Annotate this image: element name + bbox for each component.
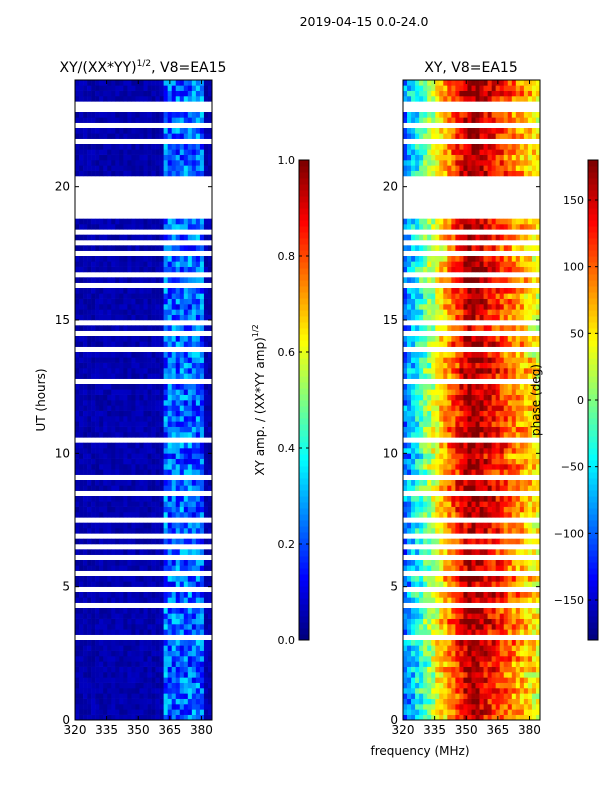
colorbar-tick-label: 0.0 (278, 634, 296, 647)
left-panel-title: XY/(XX*YY)1/2, V8=EA15 (60, 59, 227, 76)
left-y-axis: 0 5 10 15 20 (55, 180, 212, 727)
colorbar-tick-label: 0 (577, 394, 584, 407)
y-tick-label: 10 (383, 446, 398, 460)
x-tick-label: 350 (127, 723, 150, 737)
right-heatmap (403, 80, 541, 721)
left-heatmap (75, 80, 213, 721)
y-tick-label: 15 (383, 313, 398, 327)
phase-colorbar: 150 100 50 0 −50 −100 −150 (554, 159, 599, 641)
colorbar-tick-label: 100 (563, 261, 584, 274)
left-x-axis: 320 335 350 365 380 (64, 80, 213, 737)
colorbar-tick-label: 0.6 (278, 346, 296, 359)
right-x-axis: 320 335 350 365 380 (392, 80, 541, 737)
x-tick-label: 335 (423, 723, 446, 737)
x-axis-label: frequency (MHz) (370, 744, 469, 758)
colorbar-tick-label: 1.0 (278, 154, 296, 167)
x-tick-label: 365 (158, 723, 181, 737)
y-tick-label: 0 (390, 713, 398, 727)
y-tick-label: 20 (55, 180, 70, 194)
right-y-axis: 0 5 10 15 20 (383, 180, 540, 727)
amplitude-colorbar-label: XY amp. / (XX*YY amp)1/2 (251, 324, 267, 475)
left-plot-frame (74, 79, 213, 721)
amplitude-colorbar: 0.0 0.2 0.4 0.6 0.8 1.0 (278, 154, 310, 647)
colorbar-tick-label: 0.4 (278, 442, 296, 455)
colorbar-tick-label: −50 (561, 461, 584, 474)
right-panel-title: XY, V8=EA15 (424, 60, 518, 76)
x-tick-label: 365 (486, 723, 509, 737)
right-plot-frame (402, 79, 541, 721)
colorbar-tick-label: 0.8 (278, 250, 296, 263)
colorbar-tick-label: 150 (563, 194, 584, 207)
left-y-axis-label: UT (hours) (34, 368, 48, 431)
x-tick-label: 380 (518, 723, 541, 737)
y-tick-label: 0 (62, 713, 70, 727)
x-tick-label: 320 (392, 723, 415, 737)
colorbar-tick-label: 50 (570, 327, 584, 340)
phase-colorbar-label: phase (deg) (529, 364, 543, 436)
suptitle: 2019-04-15 0.0-24.0 (300, 14, 429, 29)
y-tick-label: 10 (55, 446, 70, 460)
x-tick-label: 380 (190, 723, 213, 737)
y-tick-label: 15 (55, 313, 70, 327)
colorbar-tick-label: 0.2 (278, 538, 296, 551)
y-tick-label: 5 (62, 580, 70, 594)
x-tick-label: 320 (64, 723, 87, 737)
colorbar-tick-label: −100 (554, 527, 584, 540)
y-tick-label: 5 (390, 580, 398, 594)
y-tick-label: 20 (383, 180, 398, 194)
x-tick-label: 335 (95, 723, 118, 737)
colorbar-tick-label: −150 (554, 594, 584, 607)
x-tick-label: 350 (455, 723, 478, 737)
